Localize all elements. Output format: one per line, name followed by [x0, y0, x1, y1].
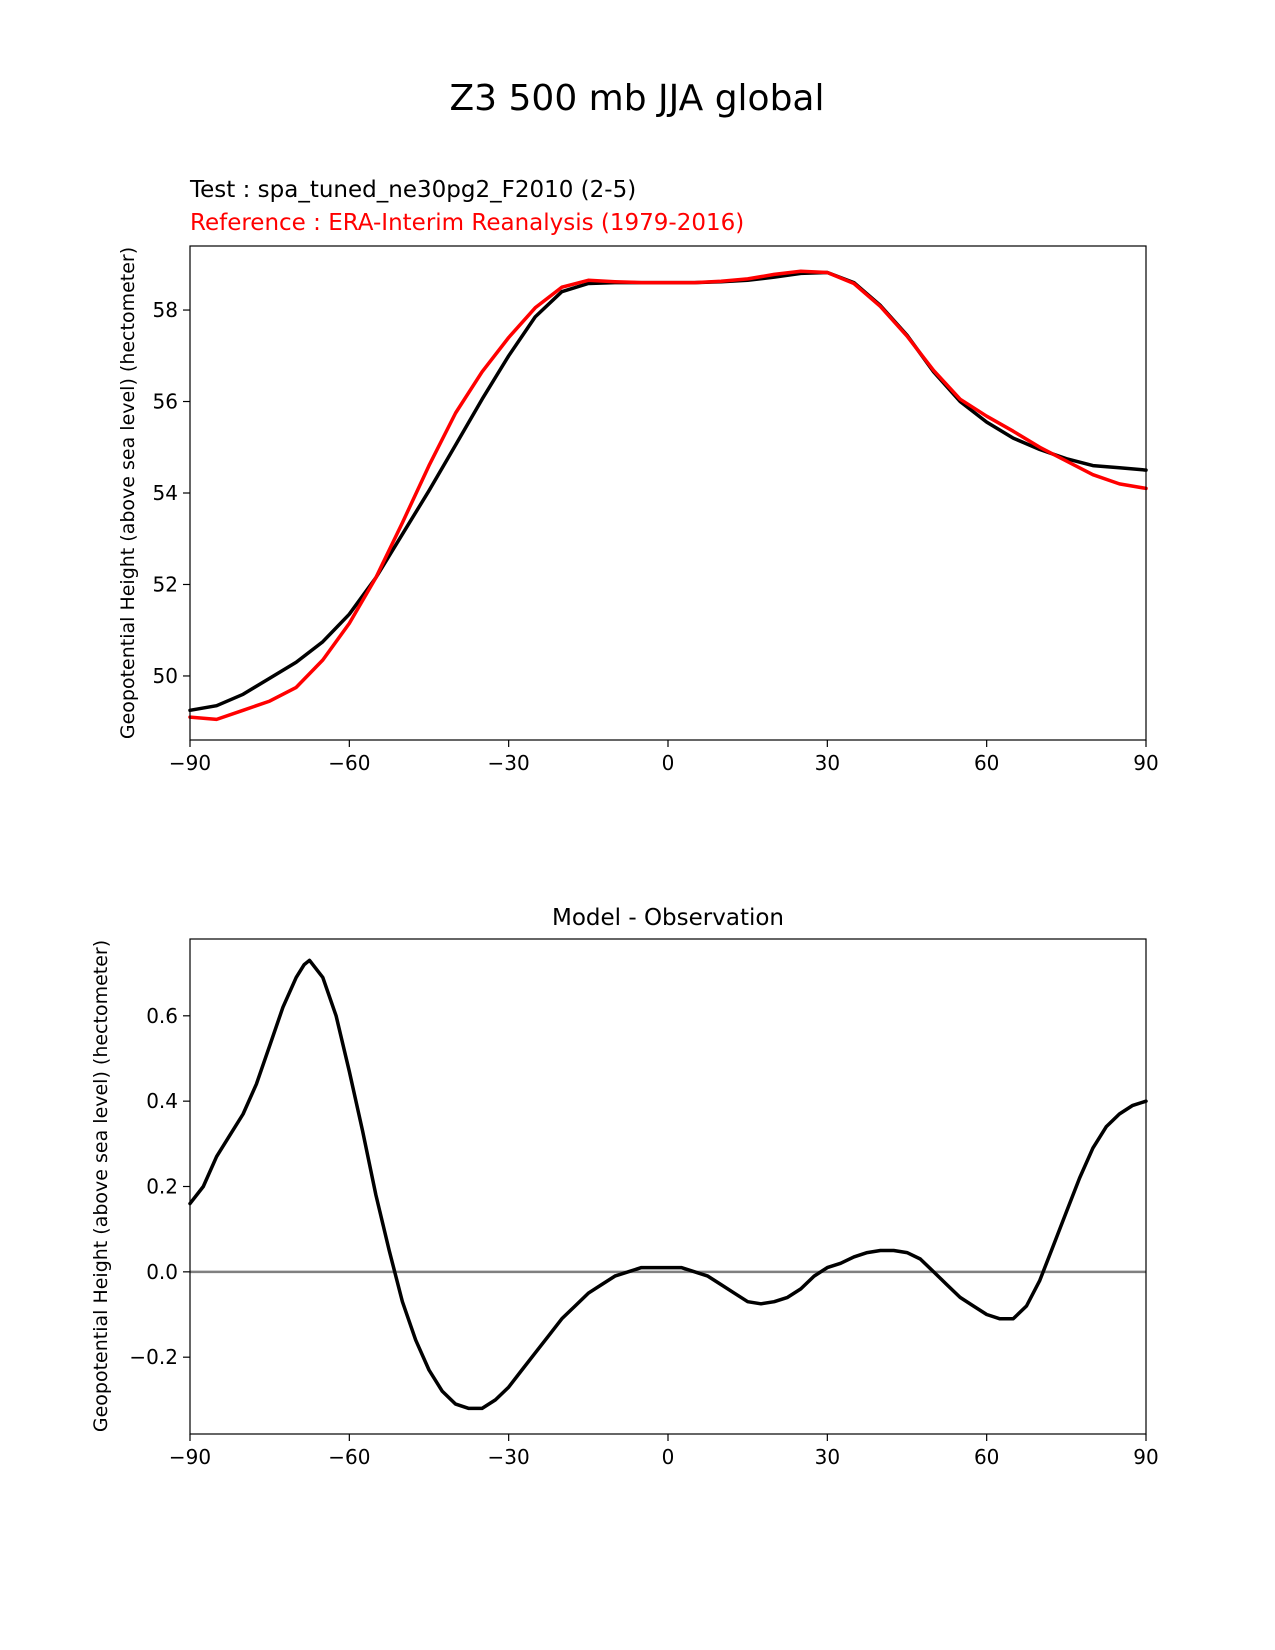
- x-tick-label: 30: [815, 1445, 840, 1469]
- y-tick-label: 0.2: [146, 1175, 178, 1199]
- top-panel: Test : spa_tuned_ne30pg2_F2010 (2-5) Ref…: [117, 177, 1159, 775]
- y-tick-label: 50: [153, 664, 178, 688]
- top-plot-frame: [189, 245, 1147, 741]
- reference-label: Reference : ERA-Interim Reanalysis (1979…: [190, 210, 744, 236]
- y-tick-label: 54: [153, 481, 178, 505]
- x-tick-label: −90: [169, 1445, 211, 1469]
- difference-series-line: [188, 958, 1148, 1411]
- y-tick-label: 58: [153, 298, 178, 322]
- figure-title: Z3 500 mb JJA global: [450, 78, 825, 119]
- bottom-plot-lines: [188, 958, 1148, 1411]
- x-tick-label: 0: [662, 751, 675, 775]
- x-tick-label: −60: [328, 751, 370, 775]
- top-y-axis-label: Geopotential Height (above sea level) (h…: [117, 247, 139, 739]
- y-tick-label: 0.0: [146, 1260, 178, 1284]
- test-label: Test : spa_tuned_ne30pg2_F2010 (2-5): [189, 177, 636, 203]
- y-tick-label: 0.6: [146, 1004, 178, 1028]
- y-tick-label: 56: [153, 390, 178, 414]
- x-tick-label: 90: [1133, 1445, 1158, 1469]
- difference-title: Model - Observation: [552, 905, 784, 931]
- x-tick-label: 0: [662, 1445, 675, 1469]
- x-tick-label: −60: [328, 1445, 370, 1469]
- x-tick-label: 90: [1133, 751, 1158, 775]
- top-axis-ticks: −90 −60 −30 0 30 60 90 50 52 54 56 58: [153, 298, 1159, 775]
- bottom-y-axis-label: Geopotential Height (above sea level) (h…: [90, 940, 112, 1432]
- reference-series-line: [188, 269, 1148, 722]
- bottom-panel: Model - Observation −90 −60 −30 0 30 60 90 −0.2…: [90, 905, 1159, 1469]
- bottom-plot-frame: [189, 938, 1147, 1435]
- top-plot-lines: [188, 269, 1148, 722]
- x-tick-label: −30: [488, 1445, 530, 1469]
- y-tick-label: 0.4: [146, 1089, 178, 1113]
- x-tick-label: 60: [974, 1445, 999, 1469]
- y-tick-label: 52: [153, 572, 178, 596]
- bottom-axis-ticks: −90 −60 −30 0 30 60 90 −0.2 0.0 0.2 0.4 0.6: [129, 1004, 1158, 1469]
- y-tick-label: −0.2: [129, 1345, 178, 1369]
- x-tick-label: 30: [815, 751, 840, 775]
- x-tick-label: 60: [974, 751, 999, 775]
- x-tick-label: −30: [488, 751, 530, 775]
- x-tick-label: −90: [169, 751, 211, 775]
